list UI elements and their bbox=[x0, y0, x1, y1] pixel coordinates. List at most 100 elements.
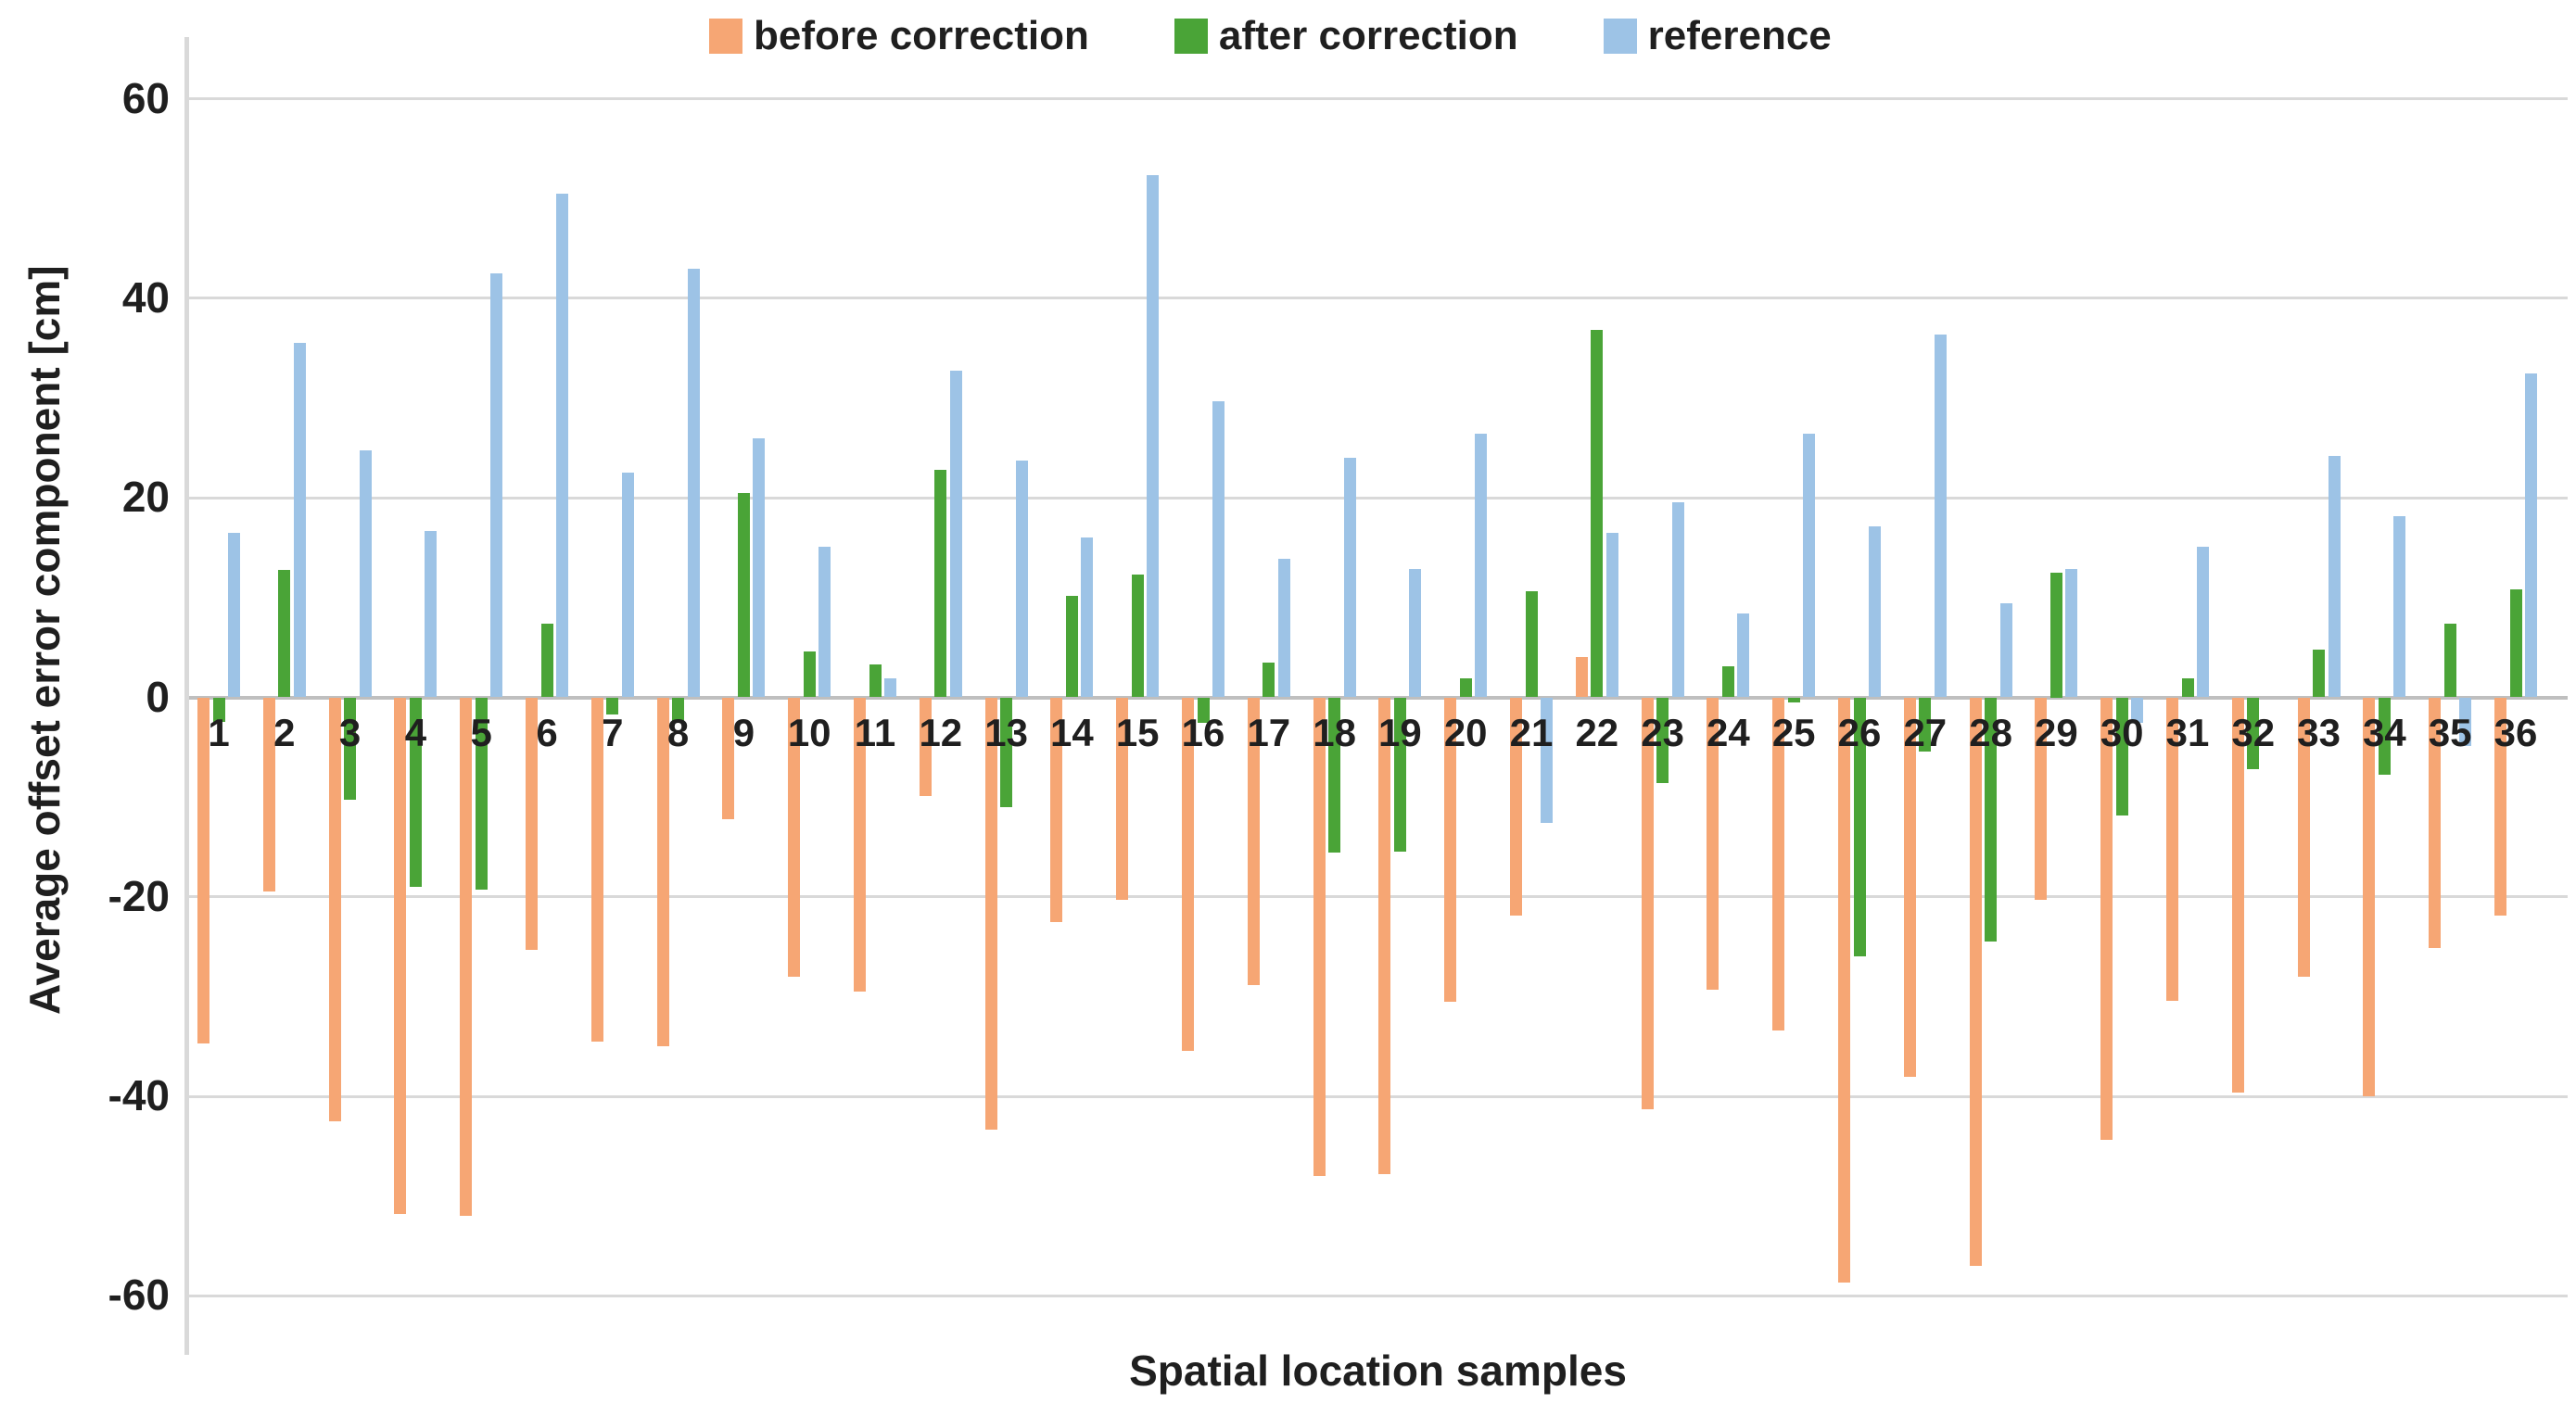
bar-after-correction-22 bbox=[1591, 330, 1604, 698]
gridline-40 bbox=[188, 297, 2568, 300]
bar-before-correction-8 bbox=[656, 697, 669, 1047]
x-tick-label-24: 24 bbox=[1707, 710, 1750, 754]
bar-reference-10 bbox=[818, 546, 831, 698]
bar-reference-34 bbox=[2393, 515, 2406, 698]
bar-after-correction-1 bbox=[212, 697, 225, 723]
x-tick-label-28: 28 bbox=[1969, 710, 2012, 754]
bar-after-correction-36 bbox=[2509, 589, 2522, 698]
bar-reference-17 bbox=[1277, 558, 1290, 698]
bar-reference-16 bbox=[1212, 400, 1225, 698]
bar-reference-18 bbox=[1343, 458, 1356, 698]
bar-after-correction-17 bbox=[1263, 662, 1275, 698]
x-tick-label-25: 25 bbox=[1771, 710, 1816, 754]
bar-reference-9 bbox=[753, 437, 766, 698]
x-tick-label-33: 33 bbox=[2297, 710, 2341, 754]
bar-reference-31 bbox=[2197, 546, 2209, 698]
bar-reference-27 bbox=[1934, 334, 1947, 698]
bar-reference-12 bbox=[949, 371, 962, 698]
bar-before-correction-21 bbox=[1510, 697, 1522, 917]
bar-before-correction-3 bbox=[328, 697, 341, 1121]
bar-before-correction-9 bbox=[722, 697, 735, 819]
bar-before-correction-2 bbox=[262, 697, 275, 892]
gridline--40 bbox=[188, 1094, 2568, 1098]
bar-after-correction-9 bbox=[737, 492, 750, 698]
bar-after-correction-21 bbox=[1525, 591, 1538, 698]
bar-before-correction-29 bbox=[2035, 697, 2048, 901]
legend-label-before-correction: before correction bbox=[754, 13, 1089, 58]
bar-after-correction-34 bbox=[2378, 697, 2391, 776]
bar-after-correction-18 bbox=[1328, 697, 1341, 853]
legend-label-after-correction: after correction bbox=[1218, 13, 1518, 58]
y-tick-label-40: 40 bbox=[121, 272, 170, 322]
bar-after-correction-24 bbox=[1721, 666, 1734, 698]
x-tick-label-34: 34 bbox=[2363, 710, 2406, 754]
x-tick-label-15: 15 bbox=[1115, 710, 1160, 754]
bar-after-correction-8 bbox=[672, 697, 685, 722]
x-tick-label-13: 13 bbox=[984, 710, 1028, 754]
x-tick-label-31: 31 bbox=[2165, 710, 2210, 754]
bar-after-correction-15 bbox=[1131, 575, 1144, 698]
bar-before-correction-32 bbox=[2231, 697, 2244, 1093]
bar-before-correction-12 bbox=[919, 697, 932, 797]
bar-before-correction-30 bbox=[2100, 697, 2113, 1141]
bar-before-correction-24 bbox=[1707, 697, 1719, 990]
bar-reference-13 bbox=[1015, 461, 1028, 698]
x-tick-label-30: 30 bbox=[2100, 710, 2144, 754]
bar-reference-3 bbox=[359, 449, 372, 698]
bar-before-correction-17 bbox=[1247, 697, 1260, 985]
y-tick-label--60: -60 bbox=[108, 1271, 170, 1320]
x-tick-label-8: 8 bbox=[666, 710, 690, 754]
bar-after-correction-20 bbox=[1459, 678, 1472, 698]
bar-reference-29 bbox=[2065, 568, 2078, 698]
bar-after-correction-13 bbox=[1000, 697, 1013, 807]
bar-reference-5 bbox=[490, 272, 503, 698]
bar-after-correction-26 bbox=[1853, 697, 1866, 957]
bar-after-correction-30 bbox=[2115, 697, 2128, 815]
bar-reference-7 bbox=[621, 473, 634, 698]
bar-reference-8 bbox=[687, 268, 700, 698]
bar-after-correction-23 bbox=[1656, 697, 1669, 784]
bar-after-correction-25 bbox=[1787, 697, 1800, 702]
bar-reference-33 bbox=[2328, 455, 2341, 698]
bar-before-correction-6 bbox=[526, 697, 538, 950]
bar-before-correction-11 bbox=[854, 697, 866, 992]
bar-reference-20 bbox=[1475, 434, 1488, 698]
x-tick-label-7: 7 bbox=[602, 710, 624, 754]
bar-before-correction-15 bbox=[1116, 697, 1129, 901]
legend: before correction after correction refer… bbox=[709, 13, 1832, 59]
bar-after-correction-16 bbox=[1197, 697, 1210, 724]
bar-after-correction-31 bbox=[2181, 678, 2194, 698]
x-tick-label-6: 6 bbox=[536, 710, 558, 754]
x-tick-label-2: 2 bbox=[273, 710, 296, 754]
bar-reference-14 bbox=[1081, 537, 1094, 698]
bar-reference-1 bbox=[228, 532, 240, 698]
x-tick-label-36: 36 bbox=[2494, 710, 2538, 754]
bar-before-correction-4 bbox=[394, 697, 407, 1215]
y-tick-label--20: -20 bbox=[108, 871, 170, 920]
x-tick-label-22: 22 bbox=[1575, 710, 1619, 754]
bar-reference-22 bbox=[1605, 532, 1618, 698]
bar-after-correction-2 bbox=[278, 569, 291, 698]
legend-swatch-after-correction bbox=[1174, 19, 1208, 54]
x-tick-label-11: 11 bbox=[854, 710, 896, 754]
bar-reference-21 bbox=[1541, 697, 1553, 824]
bar-after-correction-5 bbox=[475, 697, 488, 891]
bar-reference-15 bbox=[1147, 175, 1160, 698]
bar-reference-24 bbox=[1737, 613, 1750, 698]
bar-reference-19 bbox=[1409, 568, 1422, 698]
bar-before-correction-20 bbox=[1444, 697, 1457, 1002]
x-tick-label-5: 5 bbox=[470, 710, 492, 754]
bar-before-correction-34 bbox=[2363, 697, 2376, 1097]
bar-after-correction-29 bbox=[2049, 572, 2062, 698]
bar-after-correction-35 bbox=[2443, 623, 2456, 698]
bar-after-correction-3 bbox=[344, 697, 357, 801]
bar-reference-28 bbox=[1999, 603, 2012, 698]
bar-before-correction-10 bbox=[788, 697, 801, 977]
x-tick-label-17: 17 bbox=[1247, 710, 1291, 754]
bar-after-correction-27 bbox=[1919, 697, 1932, 752]
bar-after-correction-4 bbox=[409, 697, 422, 888]
x-tick-label-29: 29 bbox=[2035, 710, 2078, 754]
x-tick-label-23: 23 bbox=[1641, 710, 1684, 754]
y-tick-label-0: 0 bbox=[146, 672, 170, 721]
